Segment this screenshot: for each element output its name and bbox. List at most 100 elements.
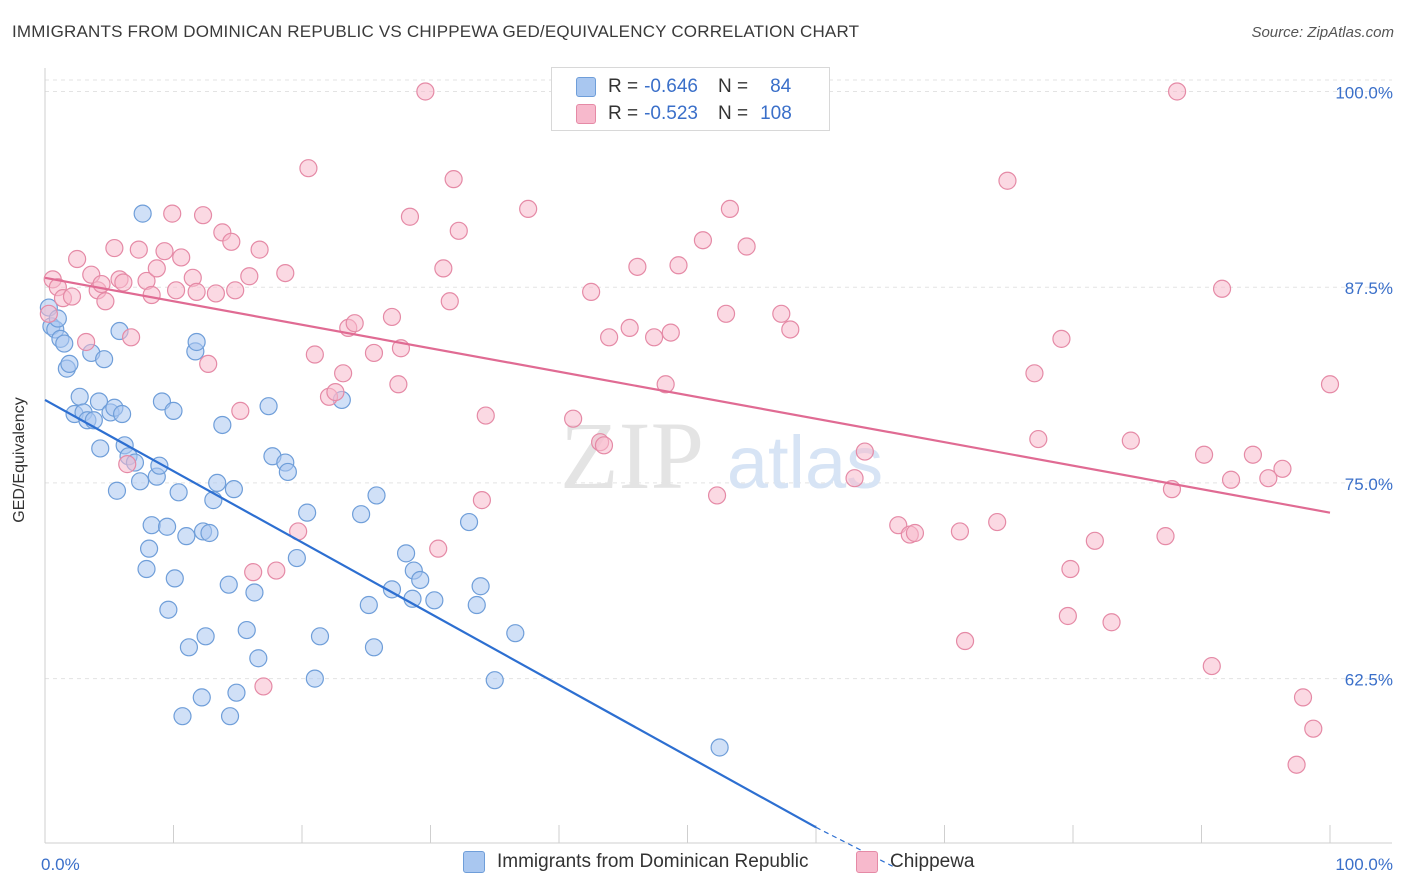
point-dominican xyxy=(219,575,238,594)
point-dominican xyxy=(130,472,150,491)
point-chippewa xyxy=(855,442,874,461)
point-chippewa xyxy=(62,287,82,306)
point-chippewa xyxy=(105,238,124,258)
point-chippewa xyxy=(96,292,115,311)
series-swatch-dominican xyxy=(463,851,485,873)
point-chippewa xyxy=(564,409,583,428)
point-dominican xyxy=(95,350,114,369)
y-axis-label: GED/Equivalency xyxy=(11,397,28,523)
series-name-chippewa: Chippewa xyxy=(890,851,975,872)
point-chippewa xyxy=(142,285,161,305)
point-dominican xyxy=(245,583,264,602)
point-chippewa xyxy=(187,282,206,301)
point-chippewa xyxy=(1320,375,1340,394)
watermark: ZIP atlas xyxy=(560,402,883,509)
point-dominican xyxy=(173,707,192,726)
point-chippewa xyxy=(772,304,791,323)
y-tick-label: 87.5% xyxy=(1345,279,1393,298)
point-chippewa xyxy=(39,304,58,323)
point-dominican xyxy=(471,577,490,596)
point-chippewa xyxy=(1287,755,1306,774)
point-chippewa xyxy=(950,522,970,541)
point-chippewa xyxy=(845,469,864,488)
point-dominican xyxy=(305,669,324,688)
series-legend-dominican: Immigrants from Dominican Republic xyxy=(463,851,809,873)
point-chippewa xyxy=(781,320,800,339)
legend-swatch-dominican xyxy=(576,77,596,97)
point-chippewa xyxy=(226,281,245,300)
point-chippewa xyxy=(1293,688,1313,707)
point-chippewa xyxy=(118,455,137,474)
point-chippewa xyxy=(1304,719,1323,738)
point-dominican xyxy=(60,354,79,374)
point-chippewa xyxy=(737,237,756,256)
point-dominican xyxy=(187,332,206,352)
point-chippewa xyxy=(1167,82,1187,101)
point-dominican xyxy=(396,544,416,563)
point-dominican xyxy=(367,486,386,505)
point-chippewa xyxy=(68,249,87,269)
point-chippewa xyxy=(1061,559,1080,579)
series-name-dominican: Immigrants from Dominican Republic xyxy=(497,851,809,872)
point-dominican xyxy=(133,204,152,223)
point-chippewa xyxy=(1052,329,1071,348)
point-dominican xyxy=(91,439,110,458)
point-chippewa xyxy=(476,406,495,425)
point-dominican xyxy=(425,591,444,610)
point-chippewa xyxy=(305,345,324,364)
point-chippewa xyxy=(444,170,463,189)
point-chippewa xyxy=(244,563,263,582)
point-chippewa xyxy=(1194,445,1214,464)
point-dominican xyxy=(89,392,109,411)
legend-swatch-chippewa xyxy=(576,104,596,124)
point-dominican xyxy=(359,595,378,615)
point-dominican xyxy=(157,517,177,536)
point-chippewa xyxy=(656,375,675,394)
point-chippewa xyxy=(276,264,295,283)
point-chippewa xyxy=(1259,469,1278,488)
point-chippewa xyxy=(720,199,740,219)
point-chippewa xyxy=(905,523,925,543)
point-chippewa xyxy=(382,307,402,327)
point-dominican xyxy=(259,397,278,416)
chart-title: IMMIGRANTS FROM DOMINICAN REPUBLIC VS CH… xyxy=(12,22,860,41)
point-chippewa xyxy=(628,257,647,276)
point-chippewa xyxy=(998,171,1017,190)
point-chippewa xyxy=(707,486,727,505)
point-chippewa xyxy=(644,328,664,347)
point-chippewa xyxy=(172,248,191,267)
point-dominican xyxy=(192,688,211,707)
point-dominican xyxy=(710,738,729,757)
point-chippewa xyxy=(299,159,318,178)
point-dominican xyxy=(224,480,243,499)
point-dominican xyxy=(310,627,330,646)
point-chippewa xyxy=(250,240,269,259)
point-chippewa xyxy=(326,382,345,402)
point-chippewa xyxy=(600,328,619,347)
point-chippewa xyxy=(231,401,250,420)
point-chippewa xyxy=(519,199,538,219)
point-chippewa xyxy=(199,354,218,374)
point-dominican xyxy=(139,539,159,558)
point-chippewa xyxy=(1025,364,1044,383)
point-dominican xyxy=(142,516,161,535)
point-chippewa xyxy=(416,82,435,101)
axes xyxy=(44,68,1392,844)
point-chippewa xyxy=(121,328,141,347)
watermark-zip: ZIP xyxy=(560,402,704,509)
point-chippewa xyxy=(1273,459,1292,478)
point-dominican xyxy=(364,638,384,657)
legend-n-label: N = xyxy=(717,103,749,124)
point-dominican xyxy=(459,512,479,532)
point-chippewa xyxy=(449,221,468,240)
x-tick-label: 0.0% xyxy=(41,855,80,874)
point-chippewa xyxy=(716,304,736,323)
point-chippewa xyxy=(254,677,273,696)
point-dominican xyxy=(278,462,297,482)
point-chippewa xyxy=(222,232,241,251)
series-legend: Immigrants from Dominican Republic Chipp… xyxy=(0,851,1406,877)
point-chippewa xyxy=(166,281,186,300)
trend-lines xyxy=(44,276,1331,868)
point-dominican xyxy=(70,387,89,406)
